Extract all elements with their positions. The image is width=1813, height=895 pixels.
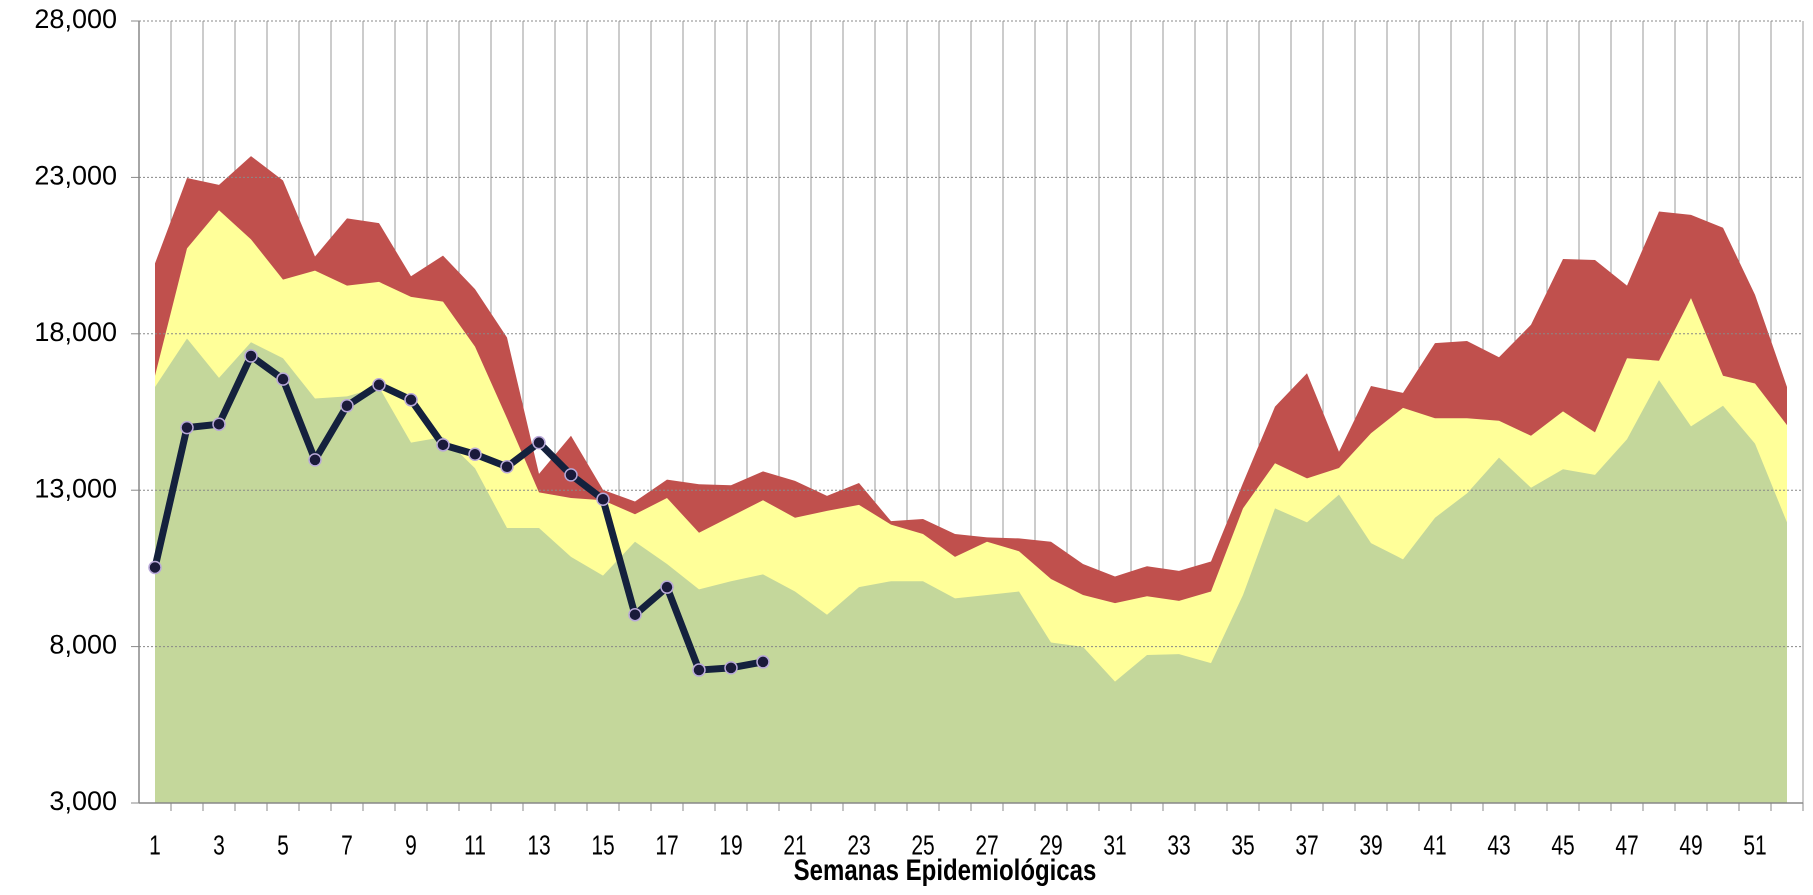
x-tick-label: 27 xyxy=(975,831,998,862)
area xyxy=(155,338,1787,803)
y-tick-label: 13,000 xyxy=(34,473,117,503)
x-tick-label: 19 xyxy=(719,831,742,862)
y-tick-label: 8,000 xyxy=(49,630,117,660)
x-tick-label: 41 xyxy=(1423,831,1446,862)
y-tick-label: 23,000 xyxy=(34,161,117,191)
point xyxy=(660,580,674,594)
x-tick-label: 11 xyxy=(464,831,486,862)
point xyxy=(596,492,610,507)
point xyxy=(564,468,578,482)
y-tick-label: 28,000 xyxy=(34,4,117,34)
x-tick-label: 5 xyxy=(277,831,289,862)
x-tick-label: 35 xyxy=(1231,831,1254,862)
x-tick-label: 3 xyxy=(213,831,225,862)
x-tick-label: 17 xyxy=(655,831,678,862)
point xyxy=(468,447,482,461)
x-tick-label: 31 xyxy=(1103,831,1126,862)
y-tick-label: 3,000 xyxy=(49,786,117,816)
x-tick-label: 51 xyxy=(1743,831,1766,862)
x-tick-label: 47 xyxy=(1615,831,1638,862)
point xyxy=(308,453,322,467)
point xyxy=(436,438,450,452)
x-tick-label: 29 xyxy=(1039,831,1062,862)
x-tick-label: 39 xyxy=(1359,831,1382,862)
x-tick-label: 1 xyxy=(149,831,161,862)
x-tick-label: 9 xyxy=(405,831,417,862)
point xyxy=(724,661,738,675)
x-tick-label: 7 xyxy=(341,831,353,862)
point xyxy=(276,372,290,386)
x-tick-label: 43 xyxy=(1487,831,1510,862)
x-tick-label: 13 xyxy=(527,831,550,862)
point xyxy=(372,378,386,392)
x-tick-label: 37 xyxy=(1295,831,1318,862)
point xyxy=(244,349,258,363)
point xyxy=(692,663,706,677)
y-tick-label: 18,000 xyxy=(34,317,117,347)
point xyxy=(500,459,514,474)
x-tick-label: 23 xyxy=(847,831,870,862)
x-tick-label: 45 xyxy=(1551,831,1574,862)
point xyxy=(340,398,354,413)
x-tick-label: 33 xyxy=(1167,831,1190,862)
x-tick-label: 21 xyxy=(783,831,806,862)
x-axis-label: Semanas Epidemiológicas xyxy=(794,852,1097,886)
point xyxy=(180,420,194,435)
point xyxy=(756,655,770,669)
x-tick-label: 49 xyxy=(1679,831,1702,862)
x-tick-label: 15 xyxy=(591,831,614,862)
x-tick-label: 25 xyxy=(911,831,934,862)
point xyxy=(532,435,546,450)
point xyxy=(212,417,226,431)
point xyxy=(404,393,418,407)
point xyxy=(148,560,162,575)
point xyxy=(628,607,642,622)
